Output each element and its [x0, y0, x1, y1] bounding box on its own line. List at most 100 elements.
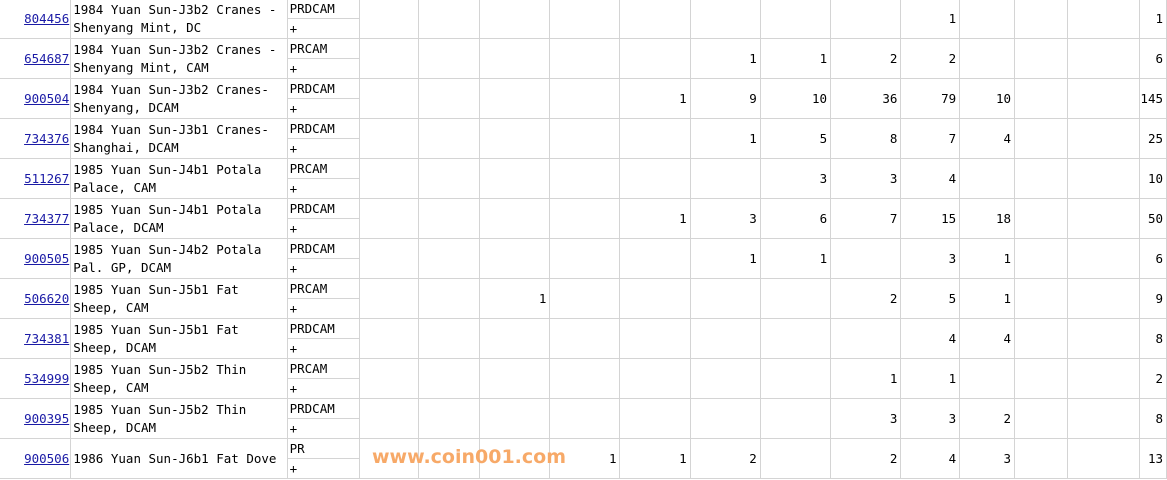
count-cell: [1014, 398, 1068, 439]
count-cell: [479, 398, 551, 439]
count-cell: [358, 38, 420, 79]
description-cell: 1984 Yuan Sun-J3b2 Cranes - Shenyang Min…: [70, 38, 288, 79]
count-cell: 1: [619, 438, 691, 479]
description-cell: 1986 Yuan Sun-J6b1 Fat Dove: [70, 438, 288, 479]
count-cell: 1: [900, 0, 961, 39]
description-cell: 1984 Yuan Sun-J3b2 Cranes-Shenyang, DCAM: [70, 78, 288, 119]
count-cell: [1014, 198, 1068, 239]
id-cell: 734381: [0, 318, 72, 359]
count-cell: [1014, 278, 1068, 319]
count-cell: 1: [959, 238, 1016, 279]
count-cell: [1066, 38, 1141, 79]
grade-cell: PRCAM +: [286, 358, 360, 399]
coin-id-link[interactable]: 534999: [24, 371, 70, 386]
plus-label: +: [289, 301, 298, 316]
count-cell: [358, 358, 420, 399]
total-cell: 2: [1139, 358, 1167, 399]
coin-id-link[interactable]: 734377: [24, 211, 70, 226]
count-cell: [479, 438, 551, 479]
grade-cell: PRDCAM +: [286, 238, 360, 279]
table-row: 900506 1986 Yuan Sun-J6b1 Fat Dove PR +1 1 2 2…: [0, 438, 1167, 479]
coin-id-link[interactable]: 900506: [24, 451, 70, 466]
total-cell: 145: [1139, 78, 1167, 119]
count-cell: [418, 198, 481, 239]
table-row: 734381 1985 Yuan Sun-J5b1 Fat Sheep, DCAM…: [0, 318, 1167, 359]
grade-cell: PRDCAM +: [286, 398, 360, 439]
grade-cell: PRDCAM +: [286, 78, 360, 119]
count-cell: [418, 118, 481, 159]
id-cell: 804456: [0, 0, 72, 39]
coin-id-link[interactable]: 734376: [24, 131, 70, 146]
count-cell: [759, 0, 832, 39]
description-cell: 1984 Yuan Sun-J3b2 Cranes - Shenyang Min…: [70, 0, 288, 39]
grade-label: PRCAM: [288, 160, 359, 179]
count-cell: [959, 158, 1016, 199]
count-cell: 7: [830, 198, 902, 239]
count-cell: [418, 38, 481, 79]
coin-id-link[interactable]: 511267: [24, 171, 70, 186]
count-cell: [689, 318, 761, 359]
count-cell: 3: [759, 158, 832, 199]
count-cell: 4: [900, 438, 961, 479]
count-cell: [418, 0, 481, 39]
count-cell: 1: [479, 278, 551, 319]
count-cell: [619, 358, 691, 399]
count-cell: 1: [959, 278, 1016, 319]
count-cell: [1014, 238, 1068, 279]
count-cell: 4: [959, 318, 1016, 359]
grade-cell: PR +: [286, 438, 360, 479]
coin-id-link[interactable]: 654687: [24, 51, 70, 66]
count-cell: [1014, 118, 1068, 159]
count-cell: [358, 158, 420, 199]
count-cell: [759, 398, 832, 439]
id-cell: 900504: [0, 78, 72, 119]
count-cell: 3: [900, 398, 961, 439]
id-cell: 506620: [0, 278, 72, 319]
count-cell: [549, 278, 621, 319]
count-cell: 10: [959, 78, 1016, 119]
count-cell: 1: [759, 238, 832, 279]
id-cell: 654687: [0, 38, 72, 79]
count-cell: [549, 358, 621, 399]
table-row: 534999 1985 Yuan Sun-J5b2 Thin Sheep, CAM…: [0, 358, 1167, 399]
coin-id-link[interactable]: 734381: [24, 331, 70, 346]
count-cell: 10: [759, 78, 832, 119]
table-row: 804456 1984 Yuan Sun-J3b2 Cranes - Shenya…: [0, 0, 1167, 39]
description-cell: 1985 Yuan Sun-J5b1 Fat Sheep, DCAM: [70, 318, 288, 359]
count-cell: [549, 0, 621, 39]
count-cell: [479, 38, 551, 79]
count-cell: [549, 38, 621, 79]
count-cell: [1066, 438, 1141, 479]
count-cell: [549, 198, 621, 239]
count-cell: 5: [900, 278, 961, 319]
count-cell: [759, 438, 832, 479]
count-cell: [358, 278, 420, 319]
count-cell: [358, 78, 420, 119]
count-cell: 3: [959, 438, 1016, 479]
coin-id-link[interactable]: 900504: [24, 91, 70, 106]
count-cell: 4: [900, 158, 961, 199]
count-cell: [1066, 198, 1141, 239]
count-cell: [759, 318, 832, 359]
table-row: 506620 1985 Yuan Sun-J5b1 Fat Sheep, CAM P…: [0, 278, 1167, 319]
count-cell: 79: [900, 78, 961, 119]
count-cell: [959, 38, 1016, 79]
total-cell: 9: [1139, 278, 1167, 319]
grade-cell: PRDCAM +: [286, 198, 360, 239]
count-cell: [1066, 118, 1141, 159]
plus-label: +: [289, 421, 298, 436]
coin-id-link[interactable]: 900505: [24, 251, 70, 266]
table-row: 900505 1985 Yuan Sun-J4b2 Potala Pal. GP,…: [0, 238, 1167, 279]
count-cell: 3: [689, 198, 761, 239]
coin-id-link[interactable]: 506620: [24, 291, 70, 306]
count-cell: [830, 0, 902, 39]
total-cell: 1: [1139, 0, 1167, 39]
count-cell: [1066, 238, 1141, 279]
count-cell: [418, 438, 481, 479]
count-cell: [1066, 0, 1141, 39]
coin-id-link[interactable]: 900395: [24, 411, 70, 426]
coin-id-link[interactable]: 804456: [24, 11, 70, 26]
grade-label: PRDCAM: [288, 120, 359, 139]
count-cell: 6: [759, 198, 832, 239]
